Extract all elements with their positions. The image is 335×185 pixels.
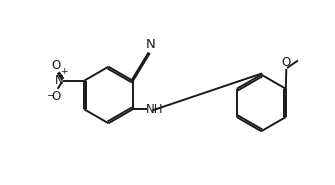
Text: NH: NH [146, 103, 164, 116]
Text: −: − [46, 90, 54, 99]
Text: N: N [55, 74, 64, 87]
Text: O: O [52, 90, 61, 103]
Text: O: O [52, 59, 61, 72]
Text: O: O [282, 56, 291, 69]
Text: N: N [146, 38, 156, 51]
Text: +: + [60, 67, 68, 76]
